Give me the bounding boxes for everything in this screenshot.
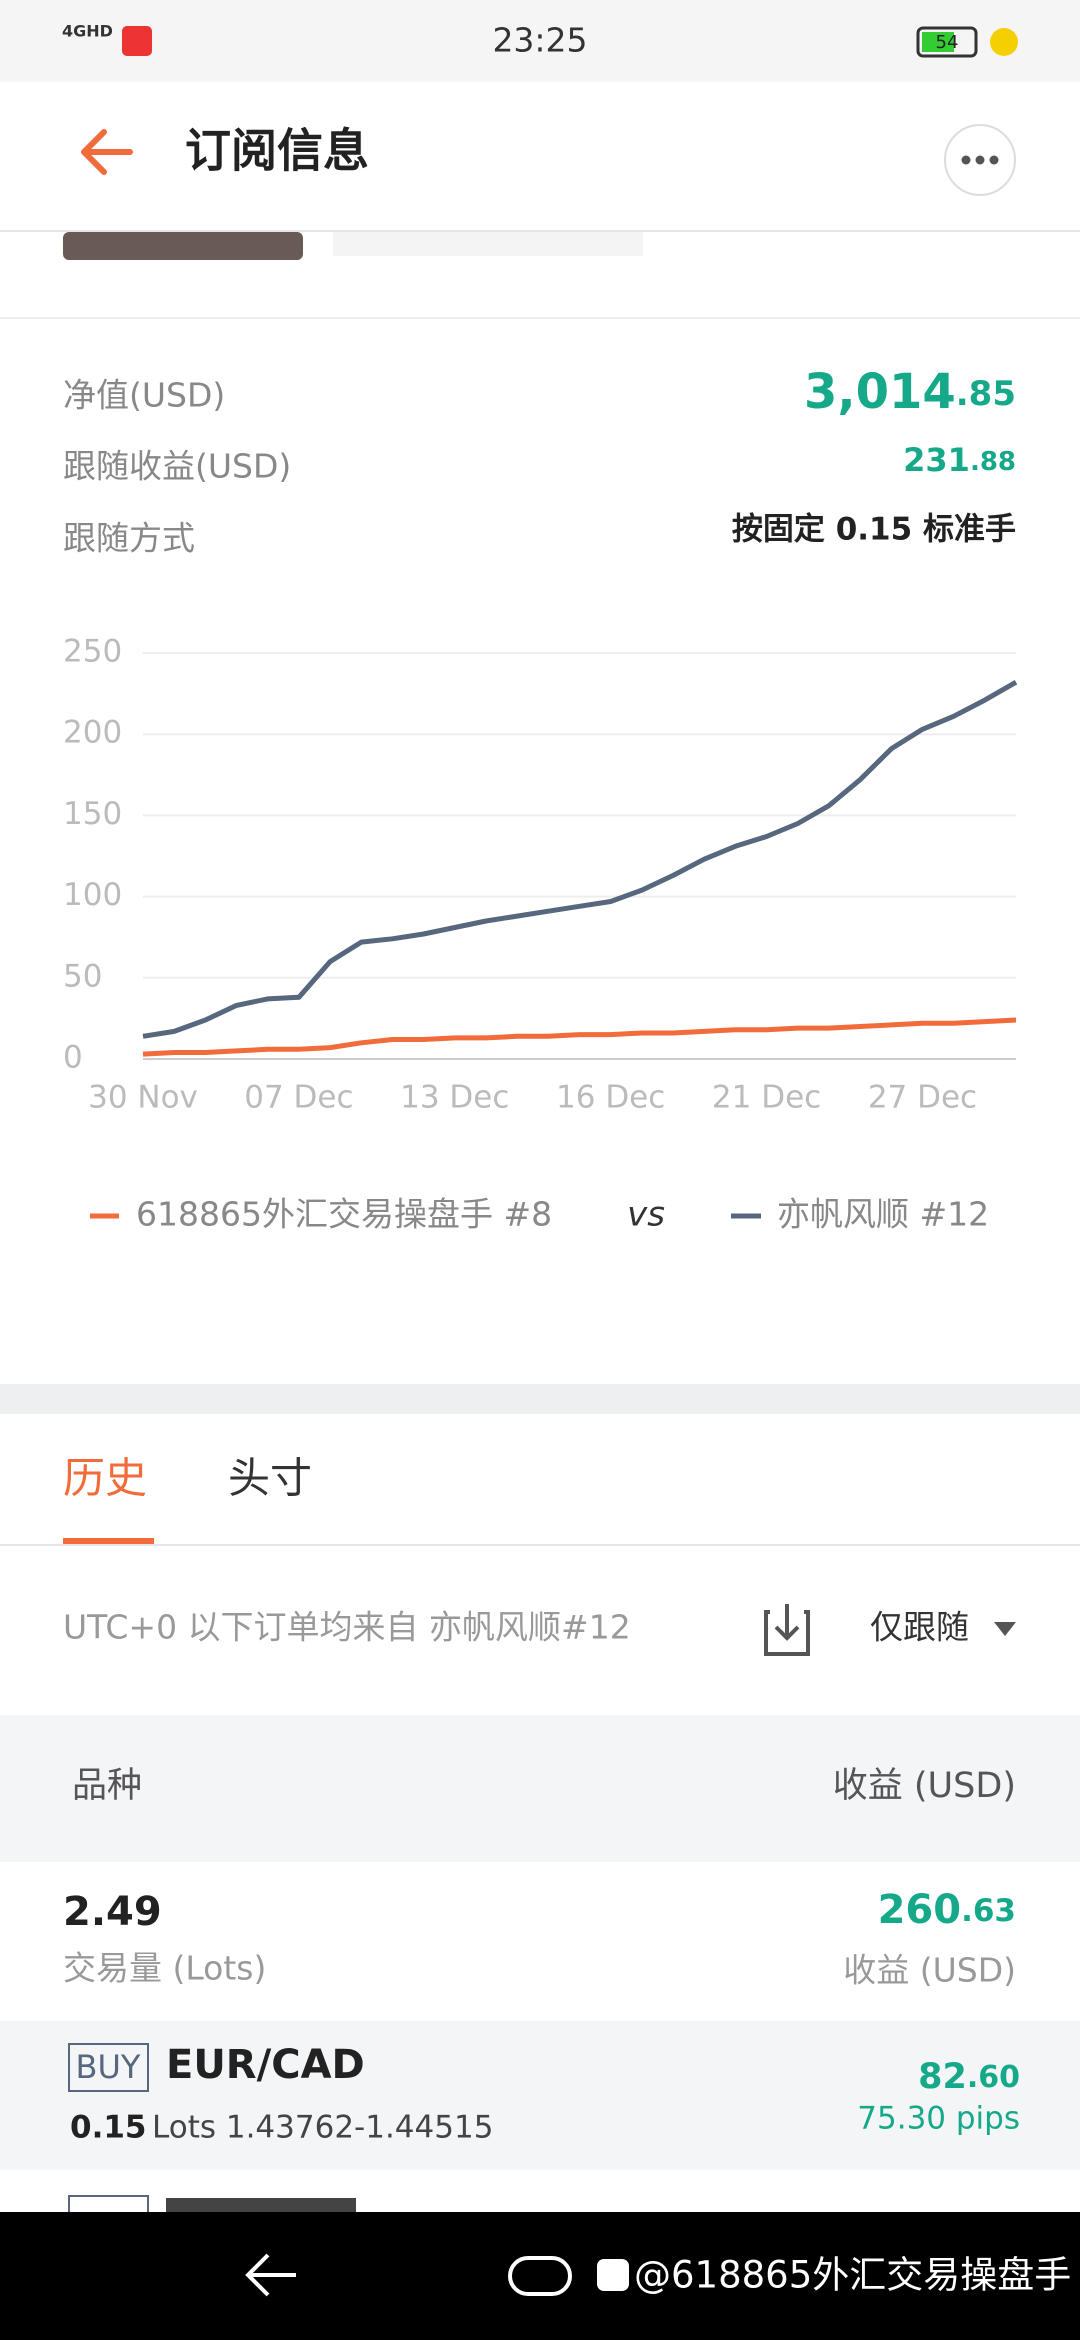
charging-icon [990, 28, 1018, 56]
filter-option[interactable]: 仅跟随 [870, 1608, 969, 1647]
col-header: 收益 (USD) [833, 1766, 1016, 1806]
app-icon [122, 26, 152, 56]
status-bar [0, 0, 1080, 82]
legend-separator: vs [627, 1195, 665, 1235]
y-tick-label: 100 [63, 877, 122, 913]
legend-label: 618865外汇交易操盘手 #8 [136, 1195, 552, 1234]
label: 跟随方式 [63, 519, 195, 558]
dot [989, 155, 999, 165]
watermark-icon [597, 2259, 629, 2291]
equity: 3,014.85 [804, 364, 1016, 420]
side: BUY [76, 2048, 141, 2086]
y-tick-label: 50 [63, 958, 102, 994]
dot [961, 155, 971, 165]
label: 净值(USD) [63, 376, 225, 415]
total-profit: 260.63 [878, 1887, 1016, 1933]
trade-detail: Lots 1.43762-1.44515 [152, 2110, 493, 2146]
follow-mode: 按固定 0.15 标准手 [732, 512, 1016, 548]
y-tick-label: 250 [63, 634, 122, 670]
dropdown-arrow [994, 1622, 1016, 1636]
table-header [0, 1715, 1080, 1862]
filter-note: UTC+0 以下订单均来自 亦帆风顺#12 [63, 1608, 631, 1647]
watermark: @618865外汇交易操盘手 [634, 2254, 1071, 2297]
battery [916, 26, 978, 58]
clock: 23:25 [492, 21, 587, 60]
nav-bar [0, 2212, 1080, 2340]
back-button[interactable] [81, 129, 133, 175]
x-tick-label: 13 Dec [400, 1080, 509, 1116]
symbol: EUR/CAD [166, 2042, 365, 2088]
nav-back[interactable] [245, 2253, 296, 2297]
tab[interactable]: 头寸 [228, 1454, 312, 1503]
series-line [142, 680, 1018, 1039]
volume: 2.49 [63, 1889, 162, 1935]
col-header: 品种 [72, 1766, 142, 1806]
header [0, 82, 1080, 232]
y-tick-label: 200 [63, 715, 122, 751]
battery-level [922, 32, 954, 52]
profit-label: 收益 (USD) [843, 1951, 1016, 1990]
follow-profit: 231.88 [903, 441, 1016, 479]
volume-label: 交易量 (Lots) [63, 1949, 266, 1988]
trade-row[interactable] [0, 2021, 1080, 2170]
download-box [764, 1610, 810, 1656]
pips: 75.30 pips [857, 2101, 1020, 2137]
network: 4GHD [62, 22, 113, 41]
y-tick-label: 150 [63, 796, 122, 832]
x-tick-label: 27 Dec [868, 1080, 977, 1116]
avatar [63, 232, 303, 260]
tab-underline [63, 1538, 154, 1544]
download-button[interactable] [764, 1604, 810, 1656]
tag [333, 232, 643, 256]
trade-profit: 82.60 [918, 2057, 1020, 2097]
x-tick-label: 30 Nov [88, 1080, 198, 1116]
battery-text: 54 [936, 32, 959, 53]
legend-label: 亦帆风顺 #12 [777, 1195, 989, 1234]
chart: 0 50 100 150 200 250 30 Nov 07 Dec 13 Dec 16 Dec 2… [63, 634, 1018, 1235]
y-tick-label: 0 [63, 1040, 83, 1076]
series-line [142, 1017, 1017, 1057]
lots: 0.15 [70, 2110, 147, 2146]
nav-home[interactable] [508, 2256, 572, 2296]
page-title: 订阅信息 [185, 124, 369, 178]
tab-active[interactable]: 历史 [63, 1454, 147, 1503]
x-tick-label: 07 Dec [244, 1080, 353, 1116]
x-tick-label: 21 Dec [712, 1080, 821, 1116]
section-gap [0, 1384, 1080, 1414]
label: 跟随收益(USD) [63, 447, 291, 486]
x-tick-label: 16 Dec [556, 1080, 665, 1116]
side-badge [68, 2043, 149, 2092]
download-arrow [774, 1604, 800, 1641]
dot [975, 155, 985, 165]
